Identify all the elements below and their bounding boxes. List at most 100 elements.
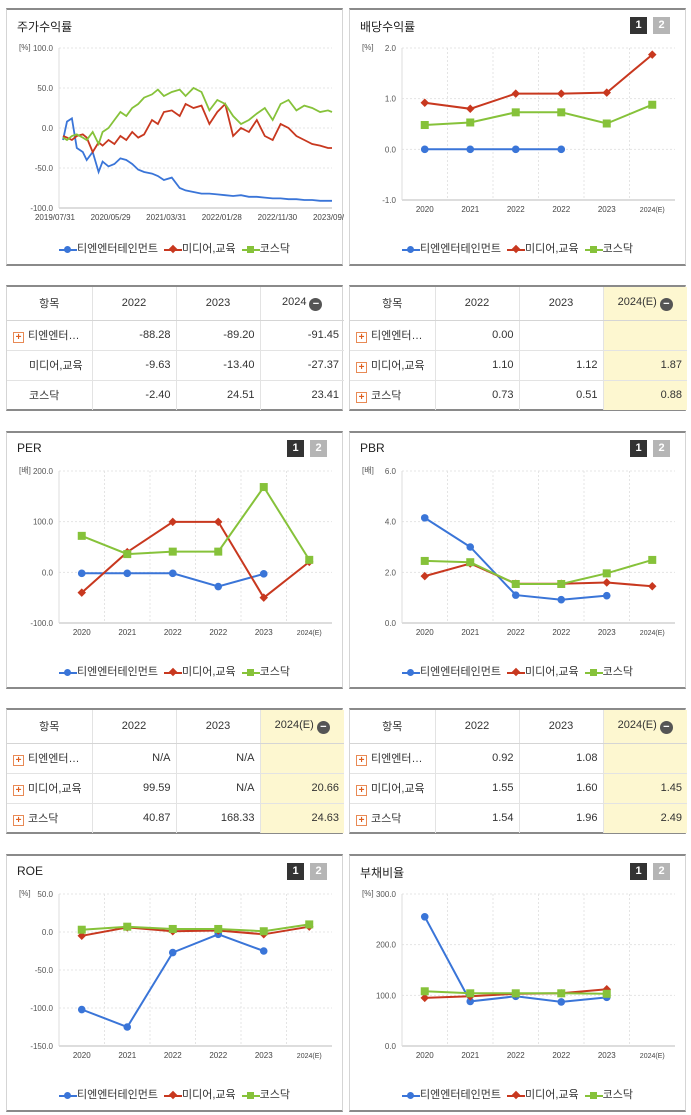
data-point[interactable] [648,100,657,109]
data-point[interactable] [602,578,611,587]
data-point[interactable] [511,145,520,154]
data-point[interactable] [511,989,520,998]
legend-item[interactable]: 미디어,교육 [163,1086,236,1102]
legend-item[interactable]: 티엔엔터테인먼트 [59,240,158,256]
data-point[interactable] [420,993,429,1003]
data-point[interactable] [557,579,566,588]
legend-item[interactable]: 코스닥 [584,1086,633,1102]
expand-icon[interactable]: + [356,755,367,766]
data-point[interactable] [648,582,657,591]
data-point[interactable] [259,593,268,602]
legend-item[interactable]: 코스닥 [584,240,633,256]
expand-icon[interactable]: + [356,392,367,404]
data-point[interactable] [420,514,429,522]
data-point[interactable] [77,925,86,934]
data-point[interactable] [511,591,520,599]
expand-icon[interactable]: + [13,815,24,827]
legend-item[interactable]: 미디어,교육 [163,663,236,679]
data-point[interactable] [557,595,566,604]
data-point[interactable] [557,989,566,998]
legend-item[interactable]: 코스닥 [241,1086,290,1102]
legend-item[interactable]: 미디어,교육 [506,663,579,679]
data-point[interactable] [420,987,429,996]
data-point[interactable] [466,145,475,154]
collapse-icon[interactable]: − [659,720,673,734]
data-point[interactable] [511,108,520,117]
data-point[interactable] [511,89,520,98]
data-point[interactable] [305,555,314,564]
legend-item[interactable]: 미디어,교육 [506,1086,579,1102]
expand-icon[interactable]: + [356,785,367,796]
legend-item[interactable]: 미디어,교육 [163,240,236,256]
legend-item[interactable]: 미디어,교육 [506,240,579,256]
data-point[interactable] [214,924,223,933]
data-point[interactable] [420,571,429,581]
legend-item[interactable]: 코스닥 [584,663,633,679]
data-point[interactable] [466,118,475,127]
expand-icon[interactable]: + [356,332,367,343]
data-point[interactable] [168,948,177,957]
data-point[interactable] [123,550,132,559]
data-point[interactable] [214,582,223,591]
page-2-button[interactable]: 2 [653,440,670,457]
data-point[interactable] [168,547,177,556]
expand-icon[interactable]: + [13,755,24,766]
data-point[interactable] [602,119,611,128]
data-point[interactable] [123,922,132,931]
data-point[interactable] [305,920,314,929]
data-point[interactable] [123,1023,132,1031]
expand-icon[interactable]: + [356,815,367,827]
page-2-button[interactable]: 2 [310,440,327,457]
legend-item[interactable]: 티엔엔터테인먼트 [402,1086,501,1102]
data-point[interactable] [466,997,475,1006]
page-1-button[interactable]: 1 [630,17,647,34]
expand-icon[interactable]: + [356,362,367,373]
data-point[interactable] [557,108,566,117]
data-point[interactable] [602,989,611,998]
data-point[interactable] [259,570,268,578]
legend-item[interactable]: 티엔엔터테인먼트 [402,663,501,679]
data-point[interactable] [602,591,611,600]
collapse-icon[interactable]: − [659,297,673,311]
data-point[interactable] [466,558,475,567]
data-point[interactable] [77,588,86,597]
page-1-button[interactable]: 1 [287,440,304,457]
data-point[interactable] [420,121,429,130]
data-point[interactable] [77,569,86,578]
data-point[interactable] [511,579,520,588]
data-point[interactable] [168,924,177,933]
data-point[interactable] [420,98,429,107]
page-2-button[interactable]: 2 [653,17,670,34]
data-point[interactable] [557,89,566,98]
data-point[interactable] [259,927,268,936]
expand-icon[interactable]: + [13,785,24,796]
data-point[interactable] [648,555,657,564]
data-point[interactable] [420,145,429,154]
data-point[interactable] [602,569,611,578]
data-point[interactable] [420,913,429,921]
page-1-button[interactable]: 1 [287,863,304,880]
legend-item[interactable]: 코스닥 [241,240,290,256]
expand-icon[interactable]: + [13,332,24,343]
data-point[interactable] [168,569,177,578]
collapse-icon[interactable]: − [316,720,330,734]
data-point[interactable] [466,104,475,114]
legend-item[interactable]: 티엔엔터테인먼트 [402,240,501,256]
legend-item[interactable]: 티엔엔터테인먼트 [59,663,158,679]
legend-item[interactable]: 코스닥 [241,663,290,679]
page-1-button[interactable]: 1 [630,440,647,457]
page-2-button[interactable]: 2 [653,863,670,880]
data-point[interactable] [466,543,475,551]
data-point[interactable] [557,998,566,1006]
data-point[interactable] [420,556,429,565]
legend-item[interactable]: 티엔엔터테인먼트 [59,1086,158,1102]
collapse-icon[interactable]: − [309,297,323,311]
data-point[interactable] [123,569,132,578]
data-point[interactable] [557,145,566,154]
data-point[interactable] [466,989,475,998]
data-point[interactable] [214,547,223,556]
data-point[interactable] [259,483,268,492]
data-point[interactable] [259,947,268,955]
page-2-button[interactable]: 2 [310,863,327,880]
data-point[interactable] [77,531,86,540]
